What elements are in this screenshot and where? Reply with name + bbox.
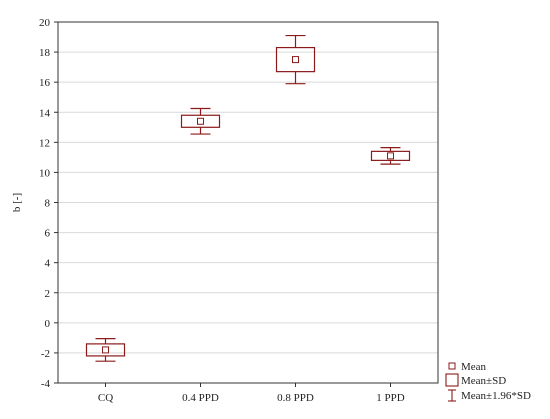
y-axis-label: b [-] [11,193,23,212]
mean-marker [387,152,394,160]
y-tick-label: 10 [39,167,51,179]
gridlines [58,51,438,354]
legend-mean-label: Mean [461,361,487,373]
x-tick-label: 0.8 PPD [277,392,314,404]
y-tick-label: 4 [45,258,51,270]
y-tick-label: 12 [39,137,50,149]
sd-box [85,343,126,357]
x-axis-ticks: CQ 0.4 PPD 0.8 PPD 1 PPD [98,383,405,404]
sd-box [370,150,411,161]
y-tick-label: 2 [45,288,51,300]
legend-mean-symbol [448,362,456,370]
y-tick-label: 14 [39,107,51,119]
y-tick-label: 0 [45,318,51,330]
y-tick-label: 18 [39,47,51,59]
sd-box [275,46,316,73]
y-tick-label: 20 [39,17,51,29]
sd-box [180,114,221,128]
y-tick-label: -2 [41,348,50,360]
x-tick-label: 1 PPD [376,392,404,404]
y-tick-label: 8 [45,198,51,210]
x-tick-label: CQ [98,392,113,404]
legend-ci-label: Mean±1.96*SD [461,390,531,402]
x-tick-label: 0.4 PPD [182,392,219,404]
y-tick-label: -4 [41,378,51,390]
legend-sd-symbol [445,373,459,387]
legend: Mean Mean±SD Mean±1.96*SD [445,361,531,402]
mean-marker [292,56,299,64]
mean-marker [102,346,109,354]
data-marks [85,34,411,362]
y-tick-label: 16 [39,77,51,89]
y-tick-label: 6 [45,228,51,240]
legend-sd-label: Mean±SD [461,375,506,387]
y-axis-ticks: -4 -2 0 2 4 6 8 10 12 14 16 18 20 [39,17,58,390]
mean-marker [197,117,204,125]
